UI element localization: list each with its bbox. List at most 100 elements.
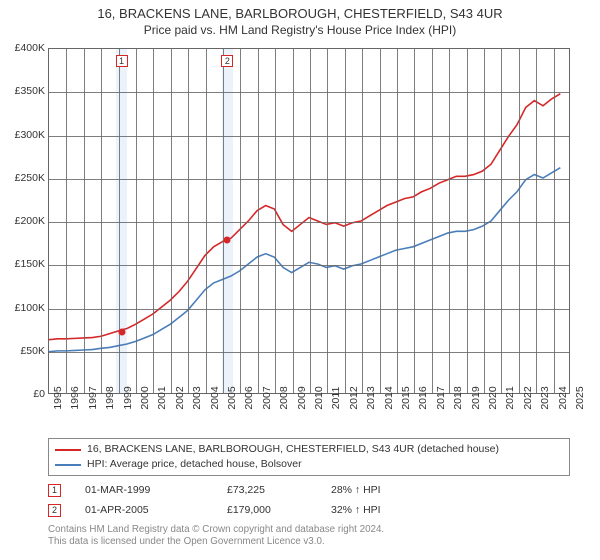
- chart-subtitle: Price paid vs. HM Land Registry's House …: [0, 23, 600, 37]
- footer-line-2: This data is licensed under the Open Gov…: [48, 536, 570, 548]
- x-gridline: [432, 49, 433, 393]
- x-tick-label: 1996: [69, 386, 81, 409]
- x-tick-label: 2020: [487, 386, 499, 409]
- legend-item-property: 16, BRACKENS LANE, BARLBOROUGH, CHESTERF…: [55, 442, 563, 457]
- sale-pct-2: 32% ↑ HPI: [331, 500, 441, 520]
- x-tick-label: 2016: [417, 386, 429, 409]
- x-tick-label: 2002: [174, 386, 186, 409]
- x-gridline: [345, 49, 346, 393]
- x-gridline: [136, 49, 137, 393]
- x-tick-label: 1995: [52, 386, 64, 409]
- sale-events: 1 01-MAR-1999 £73,225 28% ↑ HPI 2 01-APR…: [48, 480, 570, 520]
- x-gridline: [519, 49, 520, 393]
- sale-price-1: £73,225: [227, 480, 307, 500]
- x-gridline: [258, 49, 259, 393]
- legend-item-hpi: HPI: Average price, detached house, Bols…: [55, 457, 563, 472]
- sale-marker-1-icon: 1: [48, 484, 61, 497]
- y-tick-label: £250K: [1, 172, 45, 184]
- x-gridline: [188, 49, 189, 393]
- x-gridline: [293, 49, 294, 393]
- legend-label-property: 16, BRACKENS LANE, BARLBOROUGH, CHESTERF…: [87, 442, 499, 457]
- x-gridline: [101, 49, 102, 393]
- x-tick-label: 1997: [87, 386, 99, 409]
- sale-marker-box: 1: [116, 55, 128, 67]
- y-tick-label: £50K: [1, 345, 45, 357]
- x-tick-label: 2008: [278, 386, 290, 409]
- x-gridline: [467, 49, 468, 393]
- sale-marker-2-icon: 2: [48, 504, 61, 517]
- y-gridline: [49, 92, 569, 93]
- x-gridline: [484, 49, 485, 393]
- y-tick-label: £200K: [1, 215, 45, 227]
- y-gridline: [49, 136, 569, 137]
- legend-swatch-hpi: [55, 464, 81, 466]
- x-tick-label: 2003: [191, 386, 203, 409]
- sale-marker-box: 2: [221, 55, 233, 67]
- footer: Contains HM Land Registry data © Crown c…: [48, 524, 570, 548]
- x-gridline: [501, 49, 502, 393]
- x-tick-label: 2017: [435, 386, 447, 409]
- x-gridline: [397, 49, 398, 393]
- sale-shade: [116, 49, 126, 393]
- sale-dot: [118, 328, 125, 335]
- x-gridline: [206, 49, 207, 393]
- y-tick-label: £0: [1, 388, 45, 400]
- y-tick-label: £300K: [1, 129, 45, 141]
- x-tick-label: 2019: [470, 386, 482, 409]
- x-gridline: [310, 49, 311, 393]
- x-tick-label: 2024: [557, 386, 569, 409]
- legend-swatch-property: [55, 449, 81, 451]
- x-tick-label: 2004: [209, 386, 221, 409]
- x-tick-label: 1998: [104, 386, 116, 409]
- x-gridline: [84, 49, 85, 393]
- x-tick-label: 2009: [296, 386, 308, 409]
- y-tick-label: £350K: [1, 85, 45, 97]
- y-tick-label: £150K: [1, 258, 45, 270]
- x-gridline: [554, 49, 555, 393]
- chart-container: 16, BRACKENS LANE, BARLBOROUGH, CHESTERF…: [0, 0, 600, 560]
- x-gridline: [327, 49, 328, 393]
- legend: 16, BRACKENS LANE, BARLBOROUGH, CHESTERF…: [48, 438, 570, 476]
- x-tick-label: 2018: [452, 386, 464, 409]
- x-gridline: [536, 49, 537, 393]
- x-tick-label: 2023: [539, 386, 551, 409]
- y-gridline: [49, 179, 569, 180]
- sale-dot: [224, 237, 231, 244]
- x-tick-label: 2001: [156, 386, 168, 409]
- x-tick-label: 2007: [261, 386, 273, 409]
- x-tick-label: 1999: [122, 386, 134, 409]
- x-gridline: [414, 49, 415, 393]
- x-gridline: [362, 49, 363, 393]
- footer-line-1: Contains HM Land Registry data © Crown c…: [48, 524, 570, 536]
- x-gridline: [66, 49, 67, 393]
- x-gridline: [380, 49, 381, 393]
- x-tick-label: 2025: [574, 386, 586, 409]
- sale-price-2: £179,000: [227, 500, 307, 520]
- sale-event-2: 2 01-APR-2005 £179,000 32% ↑ HPI: [48, 500, 570, 520]
- x-tick-label: 2006: [243, 386, 255, 409]
- x-tick-label: 2010: [313, 386, 325, 409]
- x-gridline: [171, 49, 172, 393]
- x-gridline: [275, 49, 276, 393]
- x-gridline: [449, 49, 450, 393]
- sale-event-1: 1 01-MAR-1999 £73,225 28% ↑ HPI: [48, 480, 570, 500]
- x-tick-label: 2015: [400, 386, 412, 409]
- chart-lines-svg: [49, 49, 569, 393]
- y-tick-label: £100K: [1, 302, 45, 314]
- x-tick-label: 2012: [348, 386, 360, 409]
- x-tick-label: 2011: [330, 387, 342, 410]
- x-tick-label: 2000: [139, 386, 151, 409]
- sale-date-1: 01-MAR-1999: [85, 480, 203, 500]
- chart-title-block: 16, BRACKENS LANE, BARLBOROUGH, CHESTERF…: [0, 0, 600, 37]
- y-tick-label: £400K: [1, 42, 45, 54]
- plot-area: 12: [48, 48, 570, 394]
- y-gridline: [49, 352, 569, 353]
- chart-title: 16, BRACKENS LANE, BARLBOROUGH, CHESTERF…: [0, 6, 600, 21]
- x-tick-label: 2014: [383, 386, 395, 409]
- x-gridline: [153, 49, 154, 393]
- x-tick-label: 2005: [226, 386, 238, 409]
- x-tick-label: 2022: [522, 386, 534, 409]
- x-tick-label: 2021: [504, 386, 516, 409]
- y-gridline: [49, 309, 569, 310]
- y-gridline: [49, 265, 569, 266]
